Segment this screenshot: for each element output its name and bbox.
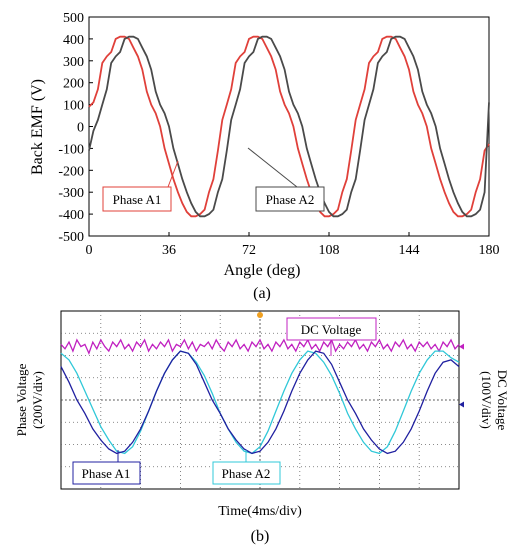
panel-a-x-axis-label: Angle (deg) xyxy=(224,262,301,279)
panel-a-y-tick-label: 300 xyxy=(63,55,84,70)
panel-a-y-tick-label: 200 xyxy=(63,77,84,92)
panel-a-x-tick-label: 72 xyxy=(242,243,256,258)
dc-voltage-callout-label: DC Voltage xyxy=(301,322,362,337)
panel-a-y-tick-label: -500 xyxy=(58,230,84,245)
panel-b-y-axis-label: Phase Voltage(200V/div) xyxy=(14,363,45,436)
phase-a1-voltage-trace xyxy=(60,350,460,455)
phase-a2-callout-leader xyxy=(247,147,298,188)
panel-a-y-axis-label: Back EMF (V) xyxy=(29,79,46,175)
dc-channel-marker-icon xyxy=(459,343,464,350)
panel-a-y-tick-label: -400 xyxy=(58,208,84,223)
panel-a-label: (a) xyxy=(253,285,271,302)
phase-a2-osc-callout-label: Phase A2 xyxy=(222,466,271,481)
dc-voltage-trace xyxy=(60,338,460,356)
phase-a1-back-emf-line xyxy=(88,35,490,218)
phase-a2-voltage-trace xyxy=(60,350,460,455)
panel-b-chart: Time(4ms/div) Phase Voltage(200V/div) DC… xyxy=(14,310,510,545)
panel-a-y-tick-label: -100 xyxy=(58,142,84,157)
panel-a-y-tick-label: -300 xyxy=(58,186,84,201)
panel-b-right-axis-label: DC Voltage(100V/div) xyxy=(479,370,510,431)
panel-a-y-tick-label: 0 xyxy=(77,121,84,136)
phase-a1-osc-callout-box xyxy=(72,461,141,485)
panel-a-y-tick-label: 400 xyxy=(63,33,84,48)
phase-a2-callout-box xyxy=(255,186,325,212)
panel-a-y-tick-label: 500 xyxy=(63,11,84,26)
panel-a-x-tick-label: 36 xyxy=(162,243,176,258)
panel-a-x-tick-label: 180 xyxy=(479,243,500,258)
panel-a-x-tick-label: 144 xyxy=(399,243,420,258)
phase-a1-callout-leader xyxy=(167,160,179,188)
panel-a-chart: 500 400 300 200 100 0 -100 -200 -300 -400 -500 0 36… xyxy=(29,11,500,302)
phase-a1-callout-box xyxy=(102,186,172,212)
panel-a-y-tick-label: -200 xyxy=(58,164,84,179)
trigger-marker-icon xyxy=(257,312,263,318)
panel-b-x-axis-label: Time(4ms/div) xyxy=(218,504,302,519)
panel-b-label: (b) xyxy=(251,528,270,545)
panel-a-x-tick-label: 0 xyxy=(86,243,93,258)
phase-a2-callout-label: Phase A2 xyxy=(266,192,315,207)
panel-a-x-tick-label: 108 xyxy=(319,243,340,258)
phase-a1-osc-callout-label: Phase A1 xyxy=(82,466,131,481)
panel-a-y-tick-label: 100 xyxy=(63,99,84,114)
phase-channel-marker-icon xyxy=(459,401,464,408)
phase-a1-callout-label: Phase A1 xyxy=(113,192,162,207)
phase-a2-back-emf-line xyxy=(88,35,490,218)
